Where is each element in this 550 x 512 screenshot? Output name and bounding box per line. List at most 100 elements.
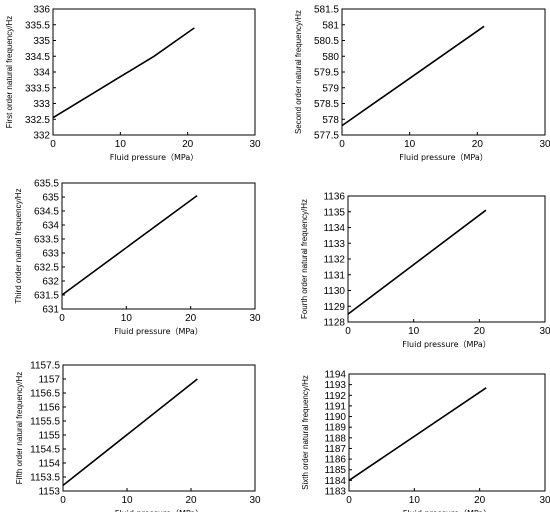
y-tick-label: 1192	[324, 391, 346, 402]
plot-frame	[341, 8, 546, 136]
y-tick-label: 1134	[323, 223, 345, 234]
y-tick-label: 635	[42, 193, 59, 204]
series-line	[61, 194, 198, 296]
y-tick-label: 334	[33, 68, 50, 79]
x-axis-label: Fluid pressure（MPa）	[403, 509, 492, 512]
y-tick-label: 580	[322, 52, 339, 63]
y-tick-label: 1193	[324, 380, 346, 391]
x-tick-label: 30	[539, 495, 550, 506]
series-line	[341, 25, 485, 127]
y-tick-label: 578	[322, 115, 339, 126]
y-tick-label: 1132	[323, 255, 345, 266]
y-tick-label: 336	[33, 5, 50, 16]
y-tick-label: 1155.5	[30, 417, 60, 428]
x-axis-label: Fluid pressure（MPa）	[402, 340, 491, 349]
y-tick-label: 1154.5	[30, 445, 60, 456]
y-tick-label: 1156	[38, 403, 60, 414]
y-axis-label: First order natural frequency/Hz	[5, 16, 14, 129]
y-tick-label: 1153.5	[30, 473, 60, 484]
y-tick-label: 631	[42, 305, 59, 316]
x-tick-label: 30	[249, 139, 261, 150]
x-tick-label: 0	[60, 495, 66, 506]
plot-frame	[348, 373, 546, 492]
y-tick-label: 1131	[323, 270, 345, 281]
y-tick-label: 581	[322, 20, 339, 31]
x-tick-label: 30	[249, 313, 261, 324]
series-line	[52, 27, 195, 119]
y-tick-label: 1136	[323, 192, 345, 203]
series-line	[62, 378, 198, 487]
x-tick-label: 30	[539, 139, 550, 150]
chart-panel-3: 631 631.5 632 632.5 633 633.5 634 634.5 635 635.5…	[14, 179, 261, 337]
y-tick-label: 579.5	[314, 68, 339, 79]
y-axis-label: Fifth order natural frequency/Hz	[15, 372, 24, 485]
y-tick-label: 332	[33, 131, 50, 142]
y-tick-label: 634.5	[34, 207, 59, 218]
y-tick-label: 1154	[38, 459, 60, 470]
y-tick-label: 632.5	[34, 263, 59, 274]
x-tick-label: 10	[121, 313, 133, 324]
x-tick-label: 0	[50, 139, 56, 150]
x-axis-label: Fluid pressure（MPa）	[115, 509, 204, 512]
plot-frame	[62, 364, 256, 492]
y-tick-label: 579	[322, 83, 339, 94]
x-tick-label: 10	[115, 139, 127, 150]
y-tick-label: 1130	[323, 286, 345, 297]
y-tick-label: 335.5	[25, 20, 50, 31]
x-tick-label: 30	[539, 326, 550, 337]
y-axis-label: Fourth order natural frequency/Hz	[300, 199, 309, 319]
x-tick-label: 30	[249, 495, 261, 506]
y-tick-label: 335	[33, 36, 50, 47]
chart-panel-6: 1183118411851186118711881189119011911192…	[301, 370, 550, 512]
y-tick-label: 577.5	[314, 131, 339, 142]
x-tick-label: 10	[409, 495, 421, 506]
y-tick-label: 633.5	[34, 235, 59, 246]
y-tick-label: 1153	[38, 487, 60, 498]
y-tick-label: 1190	[324, 412, 346, 423]
y-tick-label: 1194	[324, 370, 346, 381]
x-tick-label: 20	[185, 495, 197, 506]
y-tick-label: 1135	[323, 207, 345, 218]
y-axis-label: Third order natural frequency/Hz	[14, 188, 23, 303]
y-tick-label: 1183	[324, 487, 346, 498]
x-tick-label: 0	[345, 326, 351, 337]
x-tick-label: 10	[404, 139, 416, 150]
y-tick-label: 1156.5	[30, 389, 60, 400]
x-axis-label: Fluid pressure（MPa）	[114, 327, 203, 336]
y-tick-label: 1186	[324, 455, 346, 466]
y-tick-label: 333.5	[25, 83, 50, 94]
chart-panel-4: 1128 1129 1130 1131 1132 1133 1134 1135 1136 0 10 2…	[300, 192, 550, 350]
y-tick-label: 1157.5	[30, 361, 60, 372]
x-tick-label: 0	[59, 313, 65, 324]
y-tick-label: 332.5	[25, 115, 50, 126]
x-tick-label: 10	[121, 495, 133, 506]
chart-panel-5: 1153 1153.5 1154 1154.5 1155 1155.5 1156 1156.5…	[15, 361, 261, 512]
x-tick-label: 20	[472, 139, 484, 150]
y-tick-label: 1184	[324, 476, 346, 487]
y-tick-label: 580.5	[314, 36, 339, 47]
y-tick-label: 1191	[324, 401, 346, 412]
y-tick-label: 334.5	[25, 52, 50, 63]
x-tick-label: 10	[408, 326, 420, 337]
x-tick-label: 0	[346, 495, 352, 506]
plot-frame	[52, 8, 256, 136]
y-axis-label: Second order natural frequency/Hz	[294, 10, 303, 134]
y-tick-label: 634	[42, 221, 59, 232]
x-tick-label: 0	[339, 139, 345, 150]
x-axis-label: Fluid pressure（MPa）	[399, 153, 488, 162]
series-line	[348, 387, 487, 482]
x-tick-label: 20	[474, 495, 486, 506]
y-tick-label: 635.5	[34, 179, 59, 190]
chart-panel-1: 332 332.5 333 333.5 334 334.5 335 335.5 336 0 10 20…	[5, 5, 261, 163]
y-tick-label: 1185	[324, 465, 346, 476]
plot-frame	[61, 182, 256, 310]
y-tick-label: 632	[42, 277, 59, 288]
chart-panel-2: 577.5 578 578.5 579 579.5 580 580.5 581 581.5 0 10…	[294, 5, 550, 163]
y-tick-label: 578.5	[314, 99, 339, 110]
y-tick-label: 581.5	[314, 5, 339, 16]
series-line	[347, 209, 487, 315]
x-axis-label: Fluid pressure（MPa）	[110, 153, 199, 162]
y-tick-label: 1157	[38, 375, 60, 386]
y-tick-label: 1187	[324, 444, 346, 455]
